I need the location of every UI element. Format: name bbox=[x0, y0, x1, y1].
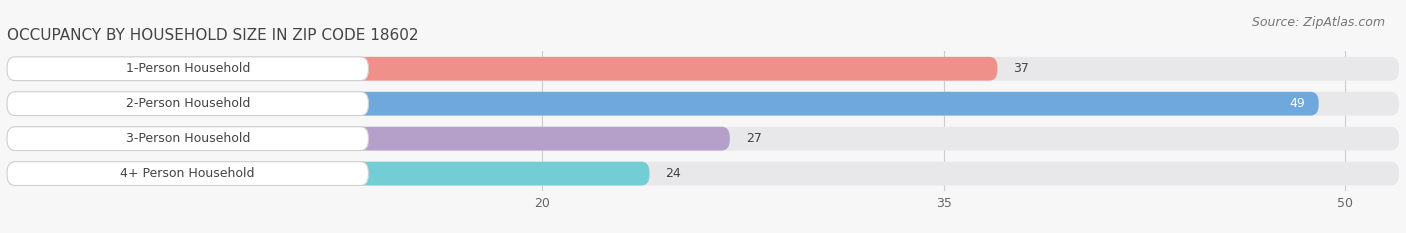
FancyBboxPatch shape bbox=[7, 92, 1319, 116]
FancyBboxPatch shape bbox=[7, 127, 368, 151]
Text: 37: 37 bbox=[1014, 62, 1029, 75]
FancyBboxPatch shape bbox=[7, 127, 1399, 151]
Text: 27: 27 bbox=[745, 132, 762, 145]
Text: 4+ Person Household: 4+ Person Household bbox=[121, 167, 254, 180]
Text: 49: 49 bbox=[1289, 97, 1305, 110]
FancyBboxPatch shape bbox=[7, 57, 997, 81]
FancyBboxPatch shape bbox=[7, 162, 368, 185]
Text: 3-Person Household: 3-Person Household bbox=[125, 132, 250, 145]
FancyBboxPatch shape bbox=[7, 92, 368, 116]
Text: 1-Person Household: 1-Person Household bbox=[125, 62, 250, 75]
Text: 24: 24 bbox=[665, 167, 682, 180]
FancyBboxPatch shape bbox=[7, 162, 1399, 185]
FancyBboxPatch shape bbox=[7, 57, 1399, 81]
Text: OCCUPANCY BY HOUSEHOLD SIZE IN ZIP CODE 18602: OCCUPANCY BY HOUSEHOLD SIZE IN ZIP CODE … bbox=[7, 28, 419, 43]
FancyBboxPatch shape bbox=[7, 92, 1399, 116]
Text: 2-Person Household: 2-Person Household bbox=[125, 97, 250, 110]
Text: Source: ZipAtlas.com: Source: ZipAtlas.com bbox=[1251, 16, 1385, 29]
FancyBboxPatch shape bbox=[7, 127, 730, 151]
FancyBboxPatch shape bbox=[7, 162, 650, 185]
FancyBboxPatch shape bbox=[7, 57, 368, 81]
